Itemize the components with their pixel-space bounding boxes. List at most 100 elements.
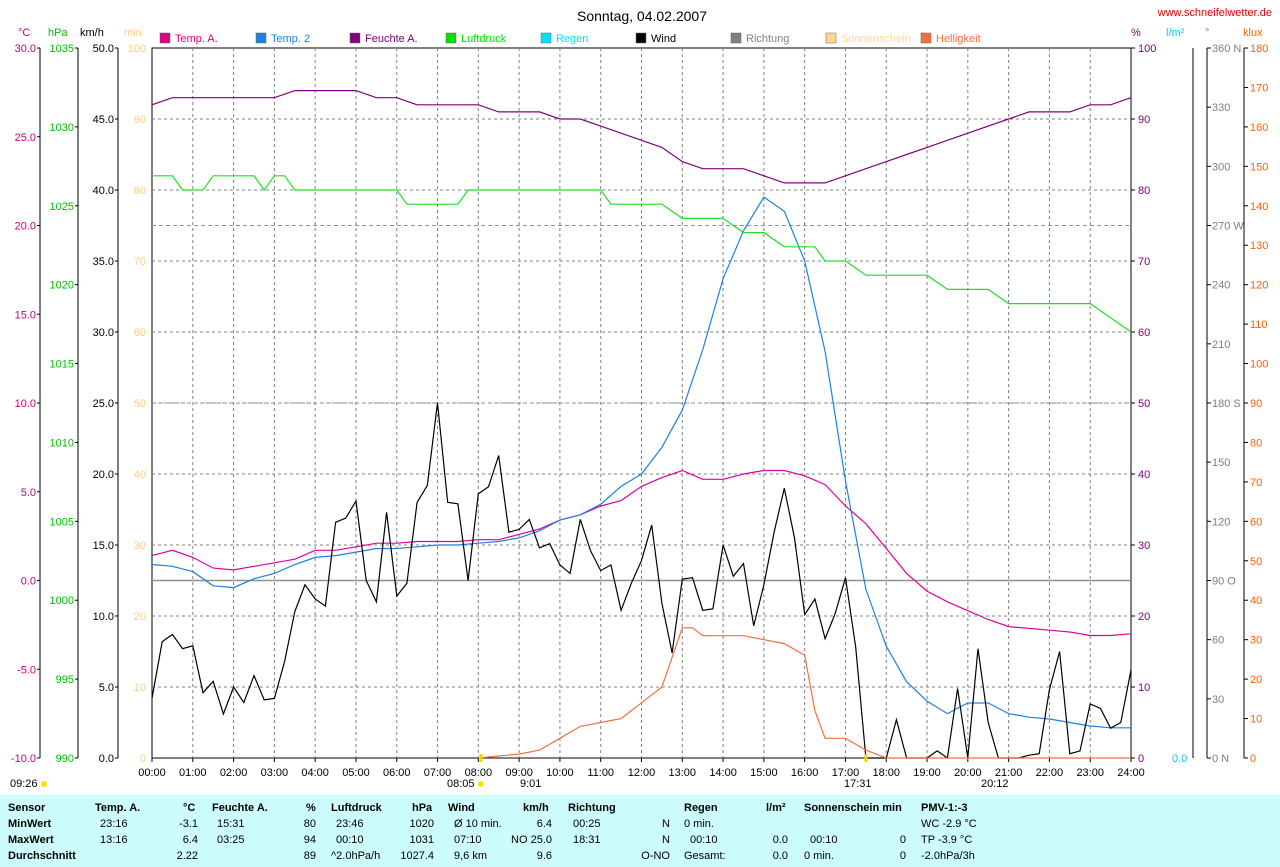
weather-chart: Sonntag, 04.02.2007 www.schneifelwetter.… (10, 7, 1272, 790)
x-tick-label: 06:00 (383, 767, 411, 779)
x-tick-label: 14:00 (709, 767, 737, 779)
light-tick-label: 180 (1250, 43, 1268, 55)
avg-druck-info: ^2.0hPa/h (331, 850, 381, 862)
max-sonne-val: 0 (899, 834, 906, 846)
sunrise-label: 08:05 (447, 778, 475, 790)
humidity-tick-label: 20 (1138, 611, 1150, 623)
wind-tick-label: 25.0 (93, 398, 114, 410)
max-wind-val: NO 25.0 (511, 834, 552, 846)
moon1-label: 9:01 (520, 778, 541, 790)
direction-tick-label: 300 (1212, 161, 1230, 173)
max-feuchte-val: 94 (303, 834, 316, 846)
x-tick-label: 20:00 (954, 767, 982, 779)
x-tick-label: 08:00 (465, 767, 493, 779)
wind-tick-label: 15.0 (93, 540, 114, 552)
x-tick-label: 21:00 (995, 767, 1023, 779)
min-temp-time: 23:16 (100, 818, 128, 830)
wind-tick-label: 0.0 (99, 753, 114, 765)
humidity-tick-label: 40 (1138, 469, 1150, 481)
legend-label: Feuchte A. (365, 33, 418, 45)
wind-unit: km/h (523, 802, 549, 814)
x-tick-label: 23:00 (1076, 767, 1104, 779)
sun-tick-label: 100 (128, 43, 146, 55)
wind-tick-label: 45.0 (93, 114, 114, 126)
wind-tick-label: 5.0 (99, 682, 114, 694)
light-tick-label: 70 (1250, 477, 1262, 489)
pressure-tick-label: 1035 (50, 43, 74, 55)
min-richtung-val: N (662, 818, 670, 830)
direction-tick-label: 0 N (1212, 753, 1229, 765)
chart-title: Sonntag, 04.02.2007 (577, 8, 707, 24)
legend-swatch (349, 32, 361, 44)
legend-label: Richtung (746, 33, 789, 45)
richtung-header: Richtung (568, 802, 616, 814)
avg-sonne-val: 0 (899, 850, 906, 862)
min-druck-time: 23:46 (336, 818, 364, 830)
x-tick-label: 02:00 (220, 767, 248, 779)
light-tick-label: 60 (1250, 516, 1262, 528)
humidity-tick-label: 70 (1138, 256, 1150, 268)
x-tick-label: 07:00 (424, 767, 452, 779)
min-regen-info: 0 min. (684, 818, 714, 830)
direction-tick-label: 210 (1212, 339, 1230, 351)
rain-unit-label: l/m² (1166, 27, 1185, 39)
avg-label: Durchschnitt (8, 850, 76, 862)
legend: Temp. A. Temp. 2 Feuchte A. Luftdruck Regen W… (159, 32, 981, 45)
light-tick-label: 140 (1250, 201, 1268, 213)
max-regen-val: 0.0 (772, 834, 788, 846)
legend-swatch (255, 32, 267, 44)
x-tick-label: 10:00 (546, 767, 574, 779)
humidity-tick-label: 100 (1138, 43, 1156, 55)
light-tick-label: 50 (1250, 556, 1262, 568)
wind-tick-label: 50.0 (93, 43, 114, 55)
series-line (151, 469, 1132, 637)
min-richtung-time: 00:25 (573, 818, 601, 830)
wind-header: Wind (448, 802, 475, 814)
feuchte-header: Feuchte A. (212, 802, 268, 814)
temp-tick-label: 30.0 (15, 43, 36, 55)
regen-header: Regen (684, 802, 718, 814)
series-line (478, 627, 1131, 759)
direction-tick-label: 150 (1212, 457, 1230, 469)
x-tick-label: 05:00 (342, 767, 370, 779)
temp-unit-label: °C (18, 27, 30, 39)
max-richtung-val: N (662, 834, 670, 846)
pressure-unit-label: hPa (48, 27, 68, 39)
sun-tick-label: 10 (134, 682, 146, 694)
min-wind-info: Ø 10 min. (454, 818, 502, 830)
max-pmv: TP -3.9 °C (921, 834, 973, 846)
temp-tick-label: 15.0 (15, 309, 36, 321)
wind-tick-label: 40.0 (93, 185, 114, 197)
legend-label: Luftdruck (461, 33, 507, 45)
sun-tick-label: 20 (134, 611, 146, 623)
direction-tick-label: 30 (1212, 694, 1224, 706)
sun-tick-label: 50 (134, 398, 146, 410)
direction-tick-label: 120 (1212, 516, 1230, 528)
legend-swatch (730, 32, 742, 44)
pressure-tick-label: 990 (56, 753, 74, 765)
x-tick-label: 00:00 (138, 767, 166, 779)
avg-regen-val: 0.0 (772, 850, 788, 862)
light-tick-label: 130 (1250, 240, 1268, 252)
min-temp-val: -3.1 (179, 818, 198, 830)
avg-sonne-info: 0 min. (804, 850, 834, 862)
min-druck-val: 1020 (409, 818, 434, 830)
wind-tick-label: 10.0 (93, 611, 114, 623)
x-tick-label: 01:00 (179, 767, 207, 779)
legend-label: Helligkeit (936, 33, 981, 45)
pressure-tick-label: 1005 (50, 516, 74, 528)
pressure-tick-label: 1020 (50, 280, 74, 292)
max-feuchte-time: 03:25 (217, 834, 245, 846)
x-tick-label: 15:00 (750, 767, 778, 779)
light-tick-label: 170 (1250, 82, 1268, 94)
sunrise-icon (478, 781, 484, 787)
min-pmv: WC -2.9 °C (921, 818, 977, 830)
sun-tick-label: 90 (134, 114, 146, 126)
temp-tick-label: 5.0 (21, 487, 36, 499)
max-sonne-time: 00:10 (810, 834, 838, 846)
direction-unit-label: ° (1205, 27, 1209, 39)
luftdruck-header: Luftdruck (331, 802, 382, 814)
plot-area: 08:05 17:31 09:26 9:01 20:12 (10, 89, 1132, 790)
sunset-label: 17:31 (844, 778, 872, 790)
sun-tick-label: 30 (134, 540, 146, 552)
